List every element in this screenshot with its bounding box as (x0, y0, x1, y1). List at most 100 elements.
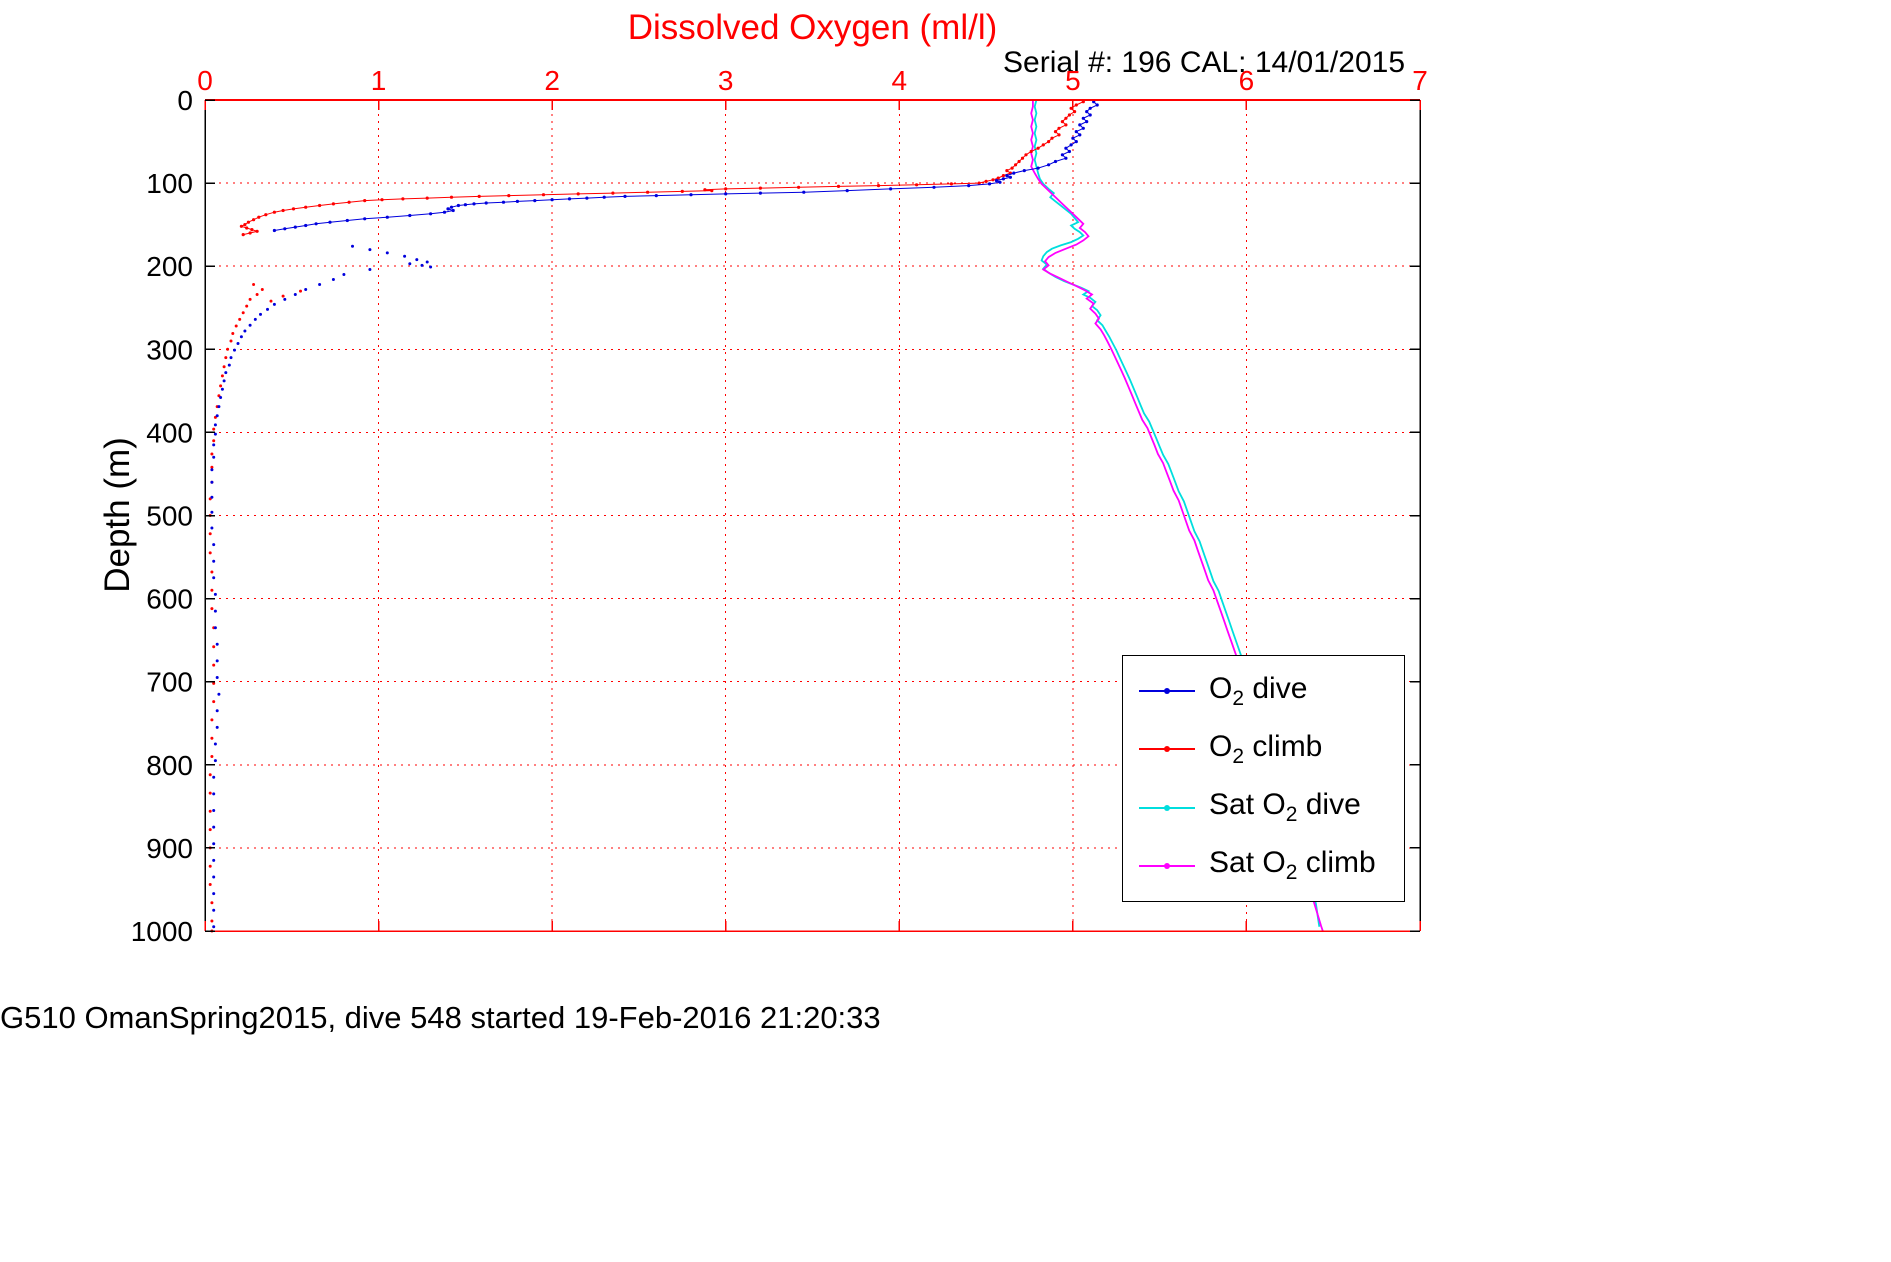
series-o2-dive-marker (932, 185, 936, 189)
series-o2-climb-marker (291, 207, 296, 211)
series-o2-climb-dot (234, 324, 238, 328)
y-tick-label-700: 700 (146, 667, 193, 698)
legend: O2 dive O2 climb Sat O2 dive Sat O2 clim… (1122, 655, 1405, 902)
series-o2-climb-marker (248, 231, 252, 235)
series-o2-dive-dot (266, 307, 269, 311)
x-tick-label-4: 4 (891, 65, 907, 96)
series-o2-climb-marker (1074, 103, 1078, 107)
series-o2-dive-dot (212, 543, 216, 547)
series-o2-dive-marker (515, 199, 520, 203)
series-o2-dive-marker (1078, 133, 1082, 137)
series-o2-dive-dot (403, 254, 407, 258)
series-o2-dive-marker (501, 200, 506, 204)
series-o2-dive-dot (213, 609, 217, 613)
legend-entry-o2-dive: O2 dive (1137, 672, 1404, 711)
series-o2-climb-dot (208, 791, 212, 795)
series-o2-dive-marker (1064, 156, 1068, 160)
series-o2-climb-marker (264, 213, 268, 217)
series-o2-climb-marker (576, 192, 580, 196)
series-o2-climb-marker (507, 194, 511, 198)
series-o2-dive-marker (533, 199, 537, 203)
series-o2-dive-marker (654, 194, 658, 198)
series-o2-dive-dot (283, 297, 287, 301)
series-o2-dive-dot (215, 676, 219, 679)
series-o2-climb-marker (876, 184, 881, 188)
series-o2-climb-marker (991, 178, 995, 182)
series-o2-dive-marker (328, 220, 332, 224)
series-o2-dive-dot (215, 709, 219, 713)
series-o2-climb-marker (680, 189, 684, 193)
series-o2-dive-dot (212, 792, 216, 796)
series-o2-climb-marker (477, 194, 481, 198)
series-o2-dive-dot (212, 775, 216, 779)
series-o2-climb-marker (1057, 126, 1061, 130)
series-o2-climb-marker (1014, 163, 1018, 167)
legend-line-sample-sat-o2-climb (1139, 862, 1195, 869)
series-o2-dive-dot (210, 480, 214, 484)
series-o2-climb-dot (210, 755, 214, 758)
series-o2-climb-marker (331, 202, 335, 206)
series-o2-climb-marker (1067, 113, 1071, 117)
legend-line-sample-o2-dive (1139, 688, 1195, 695)
series-o2-climb-marker (318, 203, 322, 208)
series-o2-dive-marker (429, 212, 433, 216)
series-o2-climb-marker (272, 210, 276, 214)
series-o2-dive-dot (236, 342, 240, 345)
series-o2-climb-marker (996, 176, 1000, 180)
series-o2-dive-dot (304, 288, 308, 291)
series-o2-climb-marker (1036, 146, 1040, 150)
series-o2-dive-marker (442, 210, 447, 214)
series-o2-dive-dot (217, 692, 221, 696)
series-o2-dive-marker (1085, 110, 1089, 114)
series-o2-climb-dot (212, 439, 216, 443)
series-o2-climb-marker (611, 191, 615, 195)
series-o2-climb-dot (245, 304, 249, 308)
series-o2-climb-marker (347, 200, 351, 204)
series-o2-dive-dot (227, 363, 231, 367)
series-o2-dive-marker (1036, 166, 1040, 170)
series-o2-dive-marker (1047, 163, 1051, 167)
series-o2-climb-dot (210, 588, 214, 592)
y-tick-label-300: 300 (146, 334, 193, 365)
series-o2-dive-dot (259, 312, 262, 316)
series-o2-climb-dot (212, 700, 216, 704)
legend-entry-o2-climb: O2 climb (1137, 730, 1404, 769)
series-o2-climb-marker (977, 181, 981, 185)
series-o2-climb-marker (984, 179, 988, 183)
series-o2-dive-marker (802, 190, 806, 194)
series-o2-dive-marker (1022, 169, 1026, 173)
series-o2-dive-dot (415, 258, 419, 262)
series-o2-dive-marker (602, 195, 606, 199)
series-o2-dive-dot (215, 659, 219, 663)
series-o2-dive-dot (212, 809, 216, 812)
series-o2-dive-dot (213, 742, 217, 746)
series-o2-dive-dot (212, 443, 216, 447)
series-o2-dive-dot (408, 262, 412, 266)
series-o2-dive-dot (212, 825, 216, 829)
series-o2-climb-dot (224, 356, 228, 360)
figure-caption: G510 OmanSpring2015, dive 548 started 19… (0, 1000, 881, 1035)
series-o2-climb-marker (1069, 106, 1073, 110)
series-o2-dive-marker (623, 194, 627, 198)
series-o2-climb-dot (220, 374, 224, 378)
series-o2-climb-marker (1017, 159, 1021, 164)
series-o2-dive-dot (219, 396, 223, 399)
series-o2-climb-marker (1010, 166, 1014, 170)
series-o2-dive-marker (345, 218, 349, 223)
series-o2-dive-dot (233, 348, 236, 352)
series-o2-climb-marker (255, 229, 259, 233)
series-o2-climb-dot (241, 311, 245, 315)
series-o2-climb-marker (836, 184, 841, 188)
series-o2-dive-dot (239, 335, 243, 339)
y-tick-label-100: 100 (146, 168, 193, 199)
series-o2-dive-dot (293, 293, 297, 296)
x-tick-label-7: 7 (1412, 65, 1428, 96)
y-tick-label-900: 900 (146, 833, 193, 864)
y-tick-label-200: 200 (146, 251, 193, 282)
series-o2-dive-marker (994, 179, 999, 183)
series-o2-climb-marker (401, 197, 405, 201)
series-o2-dive-dot (224, 371, 228, 375)
series-o2-dive-marker (408, 213, 412, 218)
series-o2-climb-dot (226, 347, 230, 351)
